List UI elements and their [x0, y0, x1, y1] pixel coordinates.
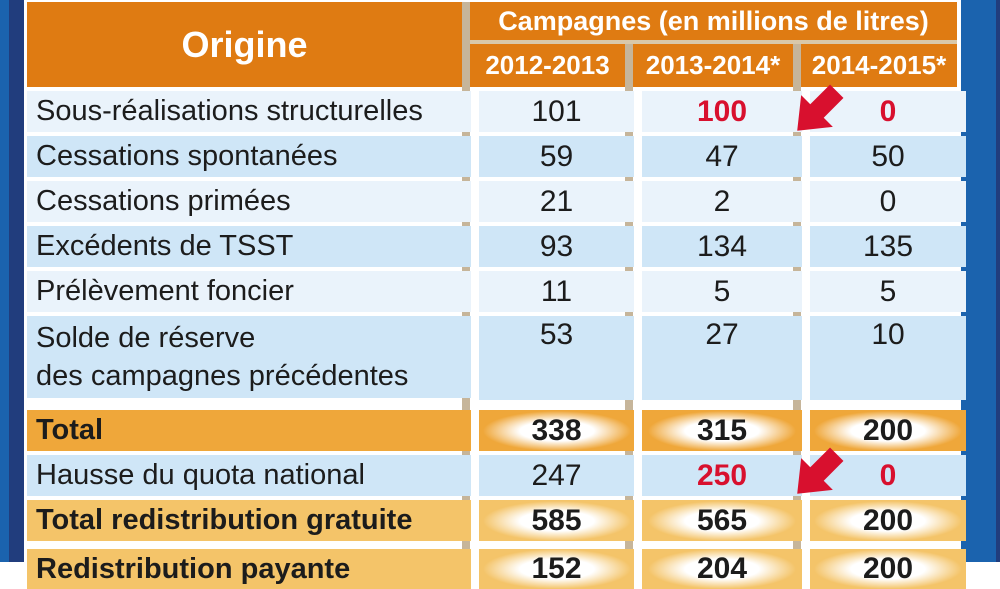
cell-value: 135	[810, 226, 966, 267]
cell-value: 11	[479, 271, 634, 312]
row-label: Prélèvement foncier	[27, 271, 471, 312]
cell-value: 101	[479, 91, 634, 132]
row-label: Cessations primées	[27, 181, 471, 222]
header-divider	[470, 40, 957, 44]
row-label: Total redistribution gratuite	[27, 500, 471, 541]
table-row-total: Redistribution payante 152 204 200	[27, 549, 966, 589]
cell-value: 585	[479, 500, 634, 541]
cell-value: 134	[642, 226, 802, 267]
cell-value: 565	[642, 500, 802, 541]
row-label: Total	[27, 410, 471, 451]
quota-table-infographic: Origine Campagnes (en millions de litres…	[0, 0, 1000, 562]
cell-value: 53	[479, 316, 634, 400]
red-down-arrow-icon	[780, 84, 854, 135]
header-year-2014-2015: 2014-2015*	[801, 44, 957, 87]
cell-value: 100	[642, 91, 802, 132]
left-frame-navy	[9, 0, 24, 562]
table-row-total: Total 338 315 200	[27, 410, 966, 451]
cell-value: 2	[642, 181, 802, 222]
left-frame-blue	[0, 0, 9, 562]
cell-value: 59	[479, 136, 634, 177]
cell-value: 200	[810, 500, 966, 541]
cell-value: 93	[479, 226, 634, 267]
cell-value: 315	[642, 410, 802, 451]
cell-value: 5	[642, 271, 802, 312]
cell-value: 204	[642, 549, 802, 589]
row-label: Cessations spontanées	[27, 136, 471, 177]
table-row: Excédents de TSST 93 134 135	[27, 226, 966, 267]
cell-value: 247	[479, 455, 634, 496]
header-year-2012-2013: 2012-2013	[470, 44, 625, 87]
row-label: Hausse du quota national	[27, 455, 471, 496]
row-label: Sous-réalisations structurelles	[27, 91, 471, 132]
cell-value: 200	[810, 410, 966, 451]
cell-value: 250	[642, 455, 802, 496]
header-origin: Origine	[27, 2, 462, 87]
cell-value: 200	[810, 549, 966, 589]
right-frame-blue	[961, 0, 996, 562]
right-frame-navy	[996, 0, 1000, 562]
table-row: Cessations primées 21 2 0	[27, 181, 966, 222]
row-label: Redistribution payante	[27, 549, 471, 589]
header-campaigns-title: Campagnes (en millions de litres)	[470, 2, 957, 40]
table-row-total: Total redistribution gratuite 585 565 20…	[27, 500, 966, 541]
data-table: Origine Campagnes (en millions de litres…	[27, 2, 966, 589]
red-down-arrow-icon	[780, 447, 854, 498]
table-header: Origine Campagnes (en millions de litres…	[27, 2, 957, 87]
header-year-2013-2014: 2013-2014*	[633, 44, 793, 87]
header-campaigns-block: Campagnes (en millions de litres) 2012-2…	[470, 2, 957, 87]
cell-value: 0	[810, 181, 966, 222]
cell-value: 27	[642, 316, 802, 400]
row-label: Solde de réserve des campagnes précédent…	[27, 316, 471, 398]
table-row: Solde de réserve des campagnes précédent…	[27, 316, 966, 400]
cell-value: 5	[810, 271, 966, 312]
cell-value: 50	[810, 136, 966, 177]
cell-value: 10	[810, 316, 966, 400]
table-row: Cessations spontanées 59 47 50	[27, 136, 966, 177]
row-label: Excédents de TSST	[27, 226, 471, 267]
table-row: Sous-réalisations structurelles 101 100 …	[27, 91, 966, 132]
cell-value: 21	[479, 181, 634, 222]
cell-value: 47	[642, 136, 802, 177]
table-row: Hausse du quota national 247 250 0	[27, 455, 966, 496]
cell-value: 152	[479, 549, 634, 589]
cell-value: 338	[479, 410, 634, 451]
table-row: Prélèvement foncier 11 5 5	[27, 271, 966, 312]
